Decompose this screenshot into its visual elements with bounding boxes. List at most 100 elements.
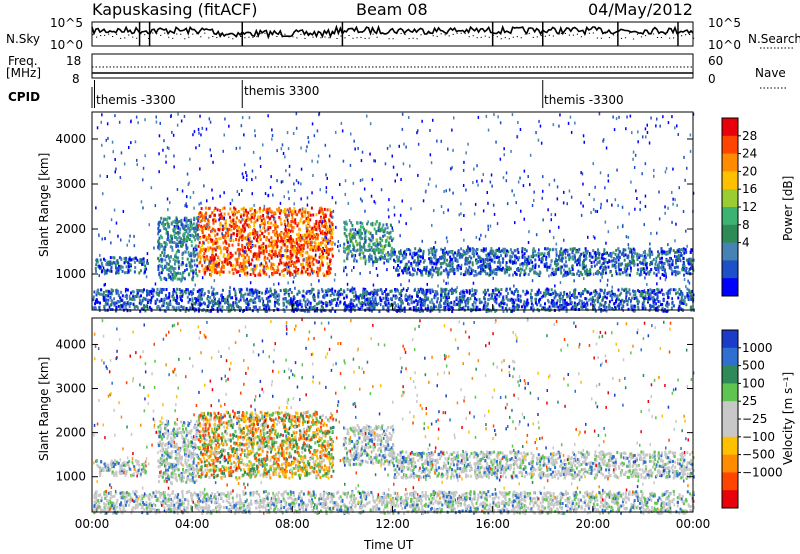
echo-cell (235, 238, 238, 241)
echo-cell (304, 233, 306, 237)
echo-cell (461, 300, 464, 304)
echo-cell (615, 255, 618, 259)
echo-cell (185, 288, 188, 292)
echo-cell (157, 293, 160, 297)
echo-cell (611, 259, 613, 263)
echo-cell (206, 297, 209, 301)
echo-cell (178, 302, 180, 306)
echo-cell (245, 260, 248, 264)
echo-cell (608, 290, 611, 294)
echo-cell (197, 255, 200, 259)
echo-cell (201, 264, 204, 268)
echo-cell (381, 255, 384, 259)
echo-cell (182, 270, 185, 274)
echo-cell (594, 307, 596, 311)
echo-cell (165, 218, 168, 221)
echo-cell (261, 297, 264, 301)
echo-cell (610, 252, 613, 256)
echo-cell (104, 259, 107, 262)
echo-cell (303, 309, 306, 313)
echo-cell (513, 290, 516, 293)
echo-cell (192, 307, 195, 311)
echo-cell (676, 265, 679, 269)
echo-cell (172, 306, 175, 310)
echo-cell (484, 270, 487, 274)
echo-cell (420, 300, 422, 304)
echo-cell (164, 258, 167, 262)
echo-cell (181, 276, 184, 280)
echo-cell (187, 273, 190, 277)
echo-cell (620, 291, 623, 295)
echo-cell (290, 291, 293, 294)
echo-cell (273, 268, 276, 272)
echo-cell (383, 290, 386, 293)
echo-cell (594, 292, 597, 296)
echo-cell (214, 238, 217, 242)
echo-cell (238, 219, 241, 223)
echo-cell (311, 260, 314, 264)
echo-cell (114, 309, 117, 313)
echo-cell (455, 296, 458, 300)
echo-cell (212, 254, 215, 258)
echo-cell (185, 306, 188, 310)
echo-cell (298, 245, 301, 249)
echo-cell (190, 254, 193, 258)
echo-cell (236, 210, 239, 214)
echo-cell (109, 303, 112, 307)
echo-cell (297, 243, 300, 247)
echo-cell (314, 246, 317, 250)
echo-cell (189, 306, 192, 310)
echo-cell (329, 271, 332, 275)
echo-cell (96, 300, 99, 304)
echo-cell (190, 218, 193, 222)
echo-cell (148, 298, 151, 302)
echo-cell (452, 268, 455, 272)
echo-cell (204, 213, 207, 217)
echo-cell (291, 229, 294, 233)
echo-cell (433, 307, 435, 311)
echo-cell (360, 249, 363, 253)
echo-cell (284, 288, 287, 292)
echo-cell (362, 251, 365, 255)
echo-cell (407, 260, 410, 264)
echo-cell (355, 241, 358, 245)
echo-cell (157, 232, 160, 236)
echo-cell (651, 259, 654, 263)
echo-cell (121, 269, 124, 273)
echo-cell (448, 263, 451, 267)
echo-cell (318, 300, 321, 304)
echo-cell (590, 265, 593, 269)
noise-sky-line (91, 24, 694, 40)
echo-cell (559, 259, 562, 262)
echo-cell (611, 292, 614, 296)
echo-cell (201, 231, 204, 235)
echo-cell (663, 274, 666, 277)
echo-cell (573, 301, 576, 305)
echo-cell (666, 294, 669, 298)
echo-cell (399, 291, 402, 295)
echo-cell (248, 293, 251, 297)
echo-cell (476, 252, 478, 256)
echo-cell (159, 253, 162, 257)
echo-cell (221, 215, 224, 219)
echo-cell (506, 253, 509, 257)
echo-cell (259, 251, 262, 255)
echo-cell (579, 270, 582, 274)
echo-cell (209, 238, 212, 242)
echo-cell (220, 267, 223, 271)
echo-cell (644, 252, 647, 256)
echo-cell (419, 287, 422, 291)
echo-cell (355, 297, 358, 301)
echo-cell (127, 269, 130, 273)
echo-cell (412, 251, 415, 255)
echo-cell (237, 226, 239, 230)
echo-cell (247, 306, 250, 310)
echo-cell (115, 301, 118, 305)
echo-cell (389, 253, 392, 257)
echo-cell (351, 252, 353, 256)
echo-cell (678, 304, 681, 308)
echo-cell (602, 266, 605, 270)
echo-cell (317, 233, 320, 237)
echo-cell (441, 256, 444, 260)
echo-cell (362, 293, 364, 297)
